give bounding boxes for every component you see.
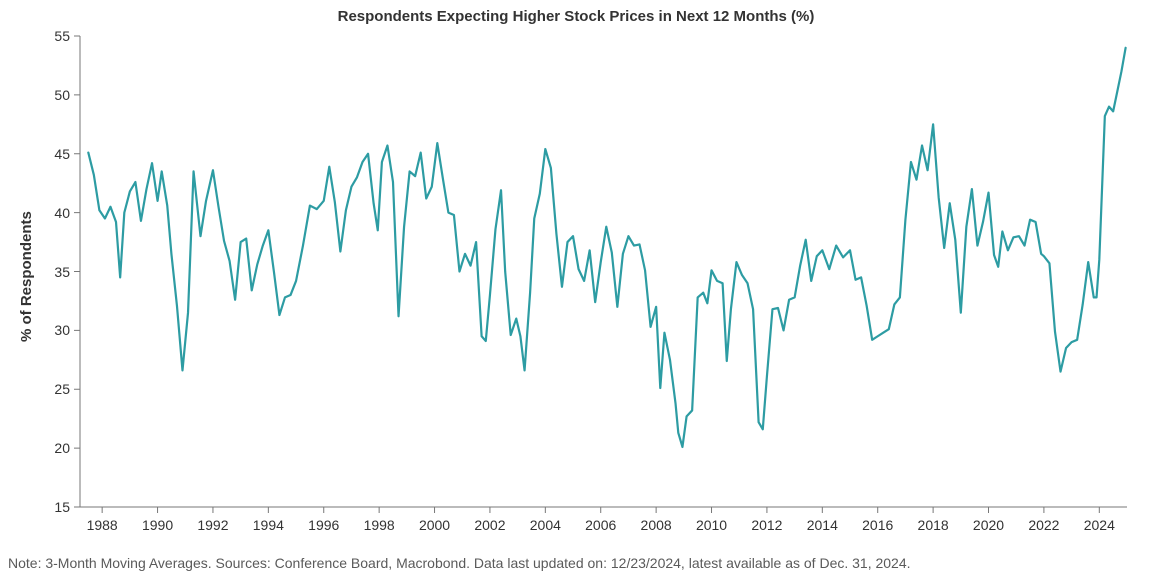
- x-tick-label: 2022: [1028, 517, 1059, 533]
- x-tick-label: 2016: [862, 517, 893, 533]
- x-tick-label: 2006: [585, 517, 616, 533]
- y-tick-label: 35: [54, 264, 70, 280]
- y-tick-label: 50: [54, 87, 70, 103]
- x-tick-label: 2018: [918, 517, 949, 533]
- y-tick-label: 15: [54, 499, 70, 515]
- y-tick-label: 30: [54, 322, 70, 338]
- y-tick-label: 40: [54, 205, 70, 221]
- x-tick-label: 2004: [530, 517, 561, 533]
- chart-plot-area: [80, 36, 1127, 507]
- x-tick-label: 1992: [197, 517, 228, 533]
- x-tick-label: 1996: [308, 517, 339, 533]
- x-tick-label: 1994: [253, 517, 284, 533]
- x-tick-label: 1990: [142, 517, 173, 533]
- y-axis-label: % of Respondents: [18, 211, 35, 342]
- chart-footnote: Note: 3-Month Moving Averages. Sources: …: [8, 555, 911, 571]
- y-tick-label: 55: [54, 28, 70, 44]
- y-tick-label: 20: [54, 440, 70, 456]
- x-tick-label: 1998: [364, 517, 395, 533]
- x-tick-label: 2012: [751, 517, 782, 533]
- x-tick-label: 2020: [973, 517, 1004, 533]
- x-tick-label: 2024: [1084, 517, 1115, 533]
- x-tick-label: 1988: [87, 517, 118, 533]
- x-tick-label: 2002: [474, 517, 505, 533]
- chart-title: Respondents Expecting Higher Stock Price…: [0, 8, 1152, 25]
- x-tick-label: 2010: [696, 517, 727, 533]
- chart-svg: [80, 36, 1127, 507]
- x-tick-label: 2000: [419, 517, 450, 533]
- x-tick-label: 2008: [641, 517, 672, 533]
- y-tick-label: 25: [54, 381, 70, 397]
- y-tick-label: 45: [54, 146, 70, 162]
- x-tick-label: 2014: [807, 517, 838, 533]
- line-chart: Respondents Expecting Higher Stock Price…: [0, 0, 1152, 577]
